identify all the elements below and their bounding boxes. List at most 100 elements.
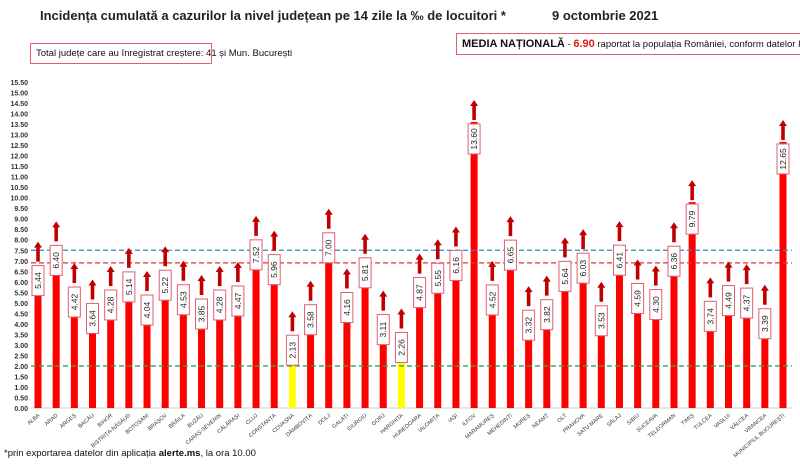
national-average-label: MEDIA NAȚIONALĂ (462, 38, 565, 50)
data-label: 4.28 (106, 296, 116, 313)
trend-up-arrow-icon (197, 275, 206, 296)
data-label: 5.44 (33, 272, 43, 289)
data-label-box (104, 289, 118, 321)
increase-count-note: Total județe care au înregistrat creșter… (30, 43, 292, 64)
y-tick-label: 9.00 (14, 217, 28, 224)
data-label-box (140, 294, 154, 326)
footnote: *prin exportarea datelor din aplicația a… (4, 448, 256, 459)
data-label: 3.82 (542, 306, 552, 323)
data-label: 5.81 (360, 264, 370, 281)
data-label: 4.49 (723, 292, 733, 309)
data-label: 3.11 (378, 321, 388, 337)
chart-date: 9 octombrie 2021 (552, 8, 659, 23)
data-label-box (267, 254, 281, 286)
footnote-source: alerte.ms (158, 448, 201, 459)
bar (52, 273, 60, 408)
bar (506, 268, 514, 408)
y-tick-label: 10.00 (10, 196, 28, 203)
data-label: 6.16 (451, 257, 461, 274)
bar (670, 274, 678, 408)
y-tick-label: 7.00 (14, 259, 28, 266)
data-label: 4.37 (742, 295, 752, 312)
bar (379, 342, 387, 408)
data-label: 3.74 (705, 308, 715, 325)
bar (652, 317, 660, 408)
trend-up-arrow-icon (252, 215, 261, 236)
y-tick-label: 0.00 (14, 406, 28, 413)
data-label-box (721, 285, 735, 317)
data-label: 4.53 (178, 291, 188, 308)
trend-up-arrow-icon (742, 264, 751, 285)
data-label: 5.96 (269, 261, 279, 278)
data-label-box (67, 286, 81, 318)
y-tick-label: 9.50 (14, 206, 28, 213)
bar (179, 312, 187, 408)
x-tick-label: OLT (556, 413, 568, 425)
data-label: 7.52 (251, 246, 261, 263)
trend-up-arrow-icon (760, 284, 769, 305)
y-tick-label: 5.50 (14, 290, 28, 297)
data-label-box (540, 299, 554, 331)
y-tick-label: 14.00 (10, 112, 28, 119)
data-label: 5.55 (433, 270, 443, 287)
data-label-box (558, 260, 572, 292)
data-label-box (213, 289, 227, 321)
data-label: 3.85 (197, 305, 207, 322)
y-tick-label: 15.50 (10, 80, 28, 87)
data-label: 4.47 (233, 292, 243, 309)
trend-up-arrow-icon (633, 259, 642, 280)
y-tick-label: 12.00 (10, 154, 28, 161)
trend-up-arrow-icon (70, 263, 79, 284)
trend-up-arrow-icon (306, 280, 315, 301)
y-tick-label: 7.50 (14, 248, 28, 255)
y-tick-label: 3.00 (14, 343, 28, 350)
trend-up-arrow-icon (724, 261, 733, 282)
y-tick-label: 14.50 (10, 101, 28, 108)
data-label-box (649, 289, 663, 321)
footnote-pre: *prin exportarea datelor din aplicația (4, 448, 159, 459)
trend-up-arrow-icon (524, 286, 533, 307)
data-label: 5.64 (560, 268, 570, 285)
bar (216, 317, 224, 408)
y-tick-label: 11.50 (11, 164, 28, 171)
data-label-box (485, 284, 499, 316)
x-tick-label: ALBA (27, 413, 42, 427)
trend-up-arrow-icon (506, 216, 515, 237)
data-label-box (467, 123, 481, 155)
trend-up-arrow-icon (651, 265, 660, 286)
data-label-box (612, 244, 626, 276)
data-label: 5.22 (160, 277, 170, 294)
trend-up-arrow-icon (34, 241, 42, 262)
national-average-note: MEDIA NAȚIONALĂ - 6.90 raportat la popul… (456, 33, 800, 55)
trend-up-arrow-icon (397, 308, 406, 329)
y-tick-label: 4.50 (14, 311, 28, 318)
bar (234, 313, 242, 408)
data-label-box (358, 257, 372, 289)
bar (307, 332, 315, 408)
data-label-box (758, 308, 772, 340)
x-tick-label: BACĂU (77, 412, 96, 430)
data-label: 4.16 (342, 299, 352, 316)
bar (361, 285, 369, 408)
trend-up-arrow-icon (688, 180, 697, 201)
bar (615, 273, 623, 408)
data-label-box (176, 284, 190, 316)
bar (70, 315, 78, 408)
y-tick-label: 10.50 (10, 185, 28, 192)
trend-up-arrow-icon (106, 265, 115, 286)
bar (343, 320, 351, 408)
data-label-box (158, 269, 172, 301)
bar (434, 291, 442, 408)
data-label-box (594, 305, 608, 337)
bar (288, 363, 296, 408)
data-label-box (503, 239, 517, 271)
bar (543, 327, 551, 408)
y-tick-label: 15.00 (10, 91, 28, 98)
data-label-box (340, 292, 354, 324)
data-label-box (376, 314, 390, 346)
x-tick-label: SIBIU (626, 413, 641, 427)
y-tick-label: 8.50 (14, 227, 28, 234)
x-tick-label: BRĂILA (167, 412, 187, 430)
data-label-box (431, 262, 445, 294)
